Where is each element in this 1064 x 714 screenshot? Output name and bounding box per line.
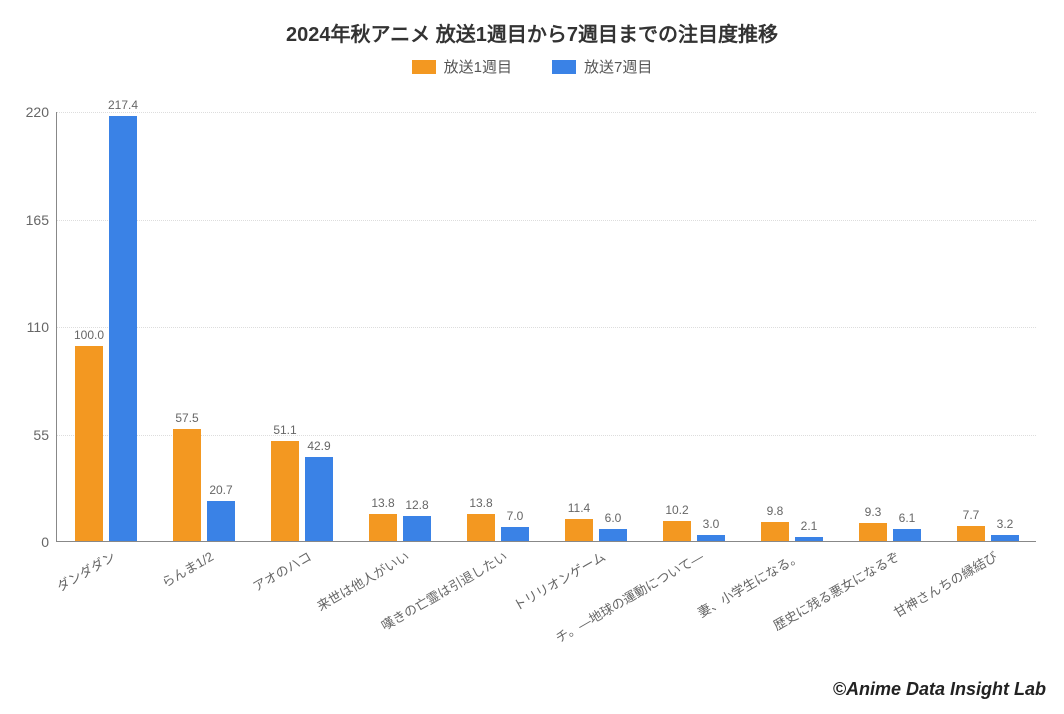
bar-value-label: 217.4 — [108, 98, 138, 116]
bar-week1: 9.3 — [859, 523, 887, 541]
bar-week1: 11.4 — [565, 519, 593, 541]
legend-item-week1: 放送1週目 — [412, 56, 512, 77]
y-tick-label: 220 — [26, 104, 57, 120]
bar-week1: 10.2 — [663, 521, 691, 541]
bar-value-label: 13.8 — [371, 496, 394, 514]
bar-value-label: 20.7 — [209, 483, 232, 501]
legend-label-week7: 放送7週目 — [584, 56, 652, 77]
legend-swatch-week7 — [552, 60, 576, 74]
bar-week1: 57.5 — [173, 429, 201, 541]
bar-week7: 42.9 — [305, 457, 333, 541]
bar-week7: 20.7 — [207, 501, 235, 541]
bar-week7: 7.0 — [501, 527, 529, 541]
plot-area: 055110165220100.0217.4ダンダダン57.520.7らんま1/… — [56, 112, 1036, 542]
x-category-label: アオのハコ — [249, 546, 315, 595]
bar-value-label: 6.1 — [899, 511, 916, 529]
credit-text: ©Anime Data Insight Lab — [833, 679, 1046, 700]
bar-value-label: 100.0 — [74, 328, 104, 346]
bar-week7: 6.1 — [893, 529, 921, 541]
bar-week1: 13.8 — [467, 514, 495, 541]
bar-value-label: 13.8 — [469, 496, 492, 514]
bar-week1: 100.0 — [75, 346, 103, 541]
bar-week7: 217.4 — [109, 116, 137, 541]
x-category-label: トリリオンゲーム — [509, 546, 608, 614]
legend-swatch-week1 — [412, 60, 436, 74]
bar-week1: 7.7 — [957, 526, 985, 541]
bar-week7: 12.8 — [403, 516, 431, 541]
bar-value-label: 10.2 — [665, 503, 688, 521]
bar-value-label: 12.8 — [405, 498, 428, 516]
bar-value-label: 9.8 — [767, 504, 784, 522]
bar-group: 9.3 6.1 — [859, 523, 921, 541]
x-category-label: ダンダダン — [53, 546, 119, 595]
bar-group: 13.8 7.0 — [467, 514, 529, 541]
bar-value-label: 7.7 — [963, 508, 980, 526]
legend-item-week7: 放送7週目 — [552, 56, 652, 77]
bar-group: 51.142.9 — [271, 441, 333, 541]
legend-label-week1: 放送1週目 — [444, 56, 512, 77]
bar-value-label: 3.0 — [703, 517, 720, 535]
bar-value-label: 42.9 — [307, 439, 330, 457]
x-category-label: らんま1/2 — [158, 546, 217, 591]
gridline — [57, 220, 1036, 221]
bar-value-label: 51.1 — [273, 423, 296, 441]
y-tick-label: 110 — [27, 319, 57, 335]
bar-group: 11.4 6.0 — [565, 519, 627, 541]
chart-container: 2024年秋アニメ 放送1週目から7週目までの注目度推移 放送1週目 放送7週目… — [0, 0, 1064, 714]
chart-title: 2024年秋アニメ 放送1週目から7週目までの注目度推移 — [0, 18, 1064, 47]
bar-week7: 6.0 — [599, 529, 627, 541]
bar-week7: 3.0 — [697, 535, 725, 541]
bar-group: 13.812.8 — [369, 514, 431, 541]
y-tick-label: 165 — [26, 212, 57, 228]
bar-week1: 9.8 — [761, 522, 789, 541]
bar-value-label: 3.2 — [997, 517, 1014, 535]
gridline — [57, 327, 1036, 328]
bar-value-label: 11.4 — [568, 501, 590, 519]
y-tick-label: 0 — [41, 534, 57, 550]
bar-group: 7.7 3.2 — [957, 526, 1019, 541]
y-tick-label: 55 — [33, 427, 57, 443]
x-category-label: 甘神さんちの縁結び — [890, 546, 1001, 621]
bar-week1: 13.8 — [369, 514, 397, 541]
bar-value-label: 6.0 — [605, 511, 622, 529]
bar-week1: 51.1 — [271, 441, 299, 541]
bar-group: 9.8 2.1 — [761, 522, 823, 541]
bar-value-label: 9.3 — [865, 505, 882, 523]
bar-value-label: 57.5 — [175, 411, 198, 429]
gridline — [57, 112, 1036, 113]
bar-value-label: 2.1 — [801, 519, 818, 537]
bar-value-label: 7.0 — [507, 509, 524, 527]
legend: 放送1週目 放送7週目 — [0, 56, 1064, 77]
bar-group: 100.0217.4 — [75, 116, 137, 541]
bar-week7: 3.2 — [991, 535, 1019, 541]
bar-week7: 2.1 — [795, 537, 823, 541]
bar-group: 57.520.7 — [173, 429, 235, 541]
bar-group: 10.2 3.0 — [663, 521, 725, 541]
